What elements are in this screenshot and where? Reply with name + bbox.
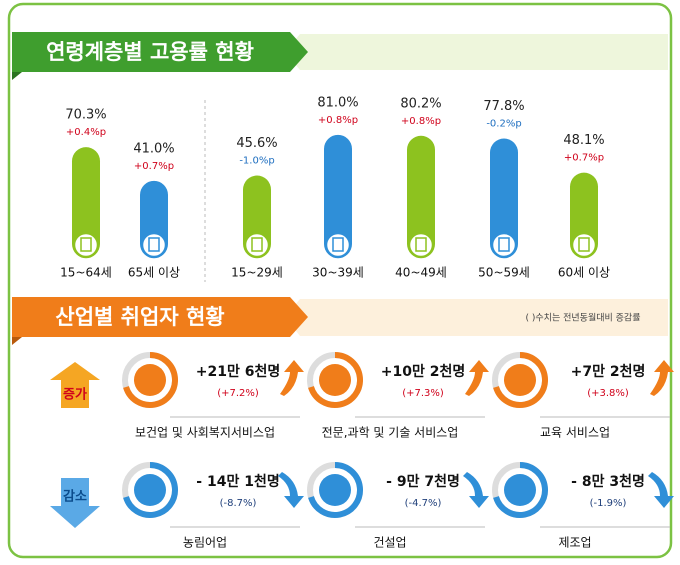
section-title: 연령계층별 고용률 현황 [46,40,254,64]
up-arrow [50,362,100,408]
trend-arrow [463,472,489,508]
change-label: +0.7%p [564,153,604,164]
bar-icon-doc [415,237,427,252]
change-label: -1.0%p [239,156,274,167]
bar-icon-doc [578,237,590,252]
change: - 8만 3천명 [571,473,645,490]
change: +7만 2천명 [571,363,646,380]
change: +21만 6천명 [196,363,280,380]
rate: (-4.7%) [405,498,442,509]
category-label: 40~49세 [395,266,447,280]
bar-icon-doc [251,237,263,252]
category-label: 15~29세 [231,266,283,280]
bar-icon-doc [148,237,160,252]
icon [319,364,351,396]
bar-icon [243,231,271,259]
bar-icon-doc [498,237,510,252]
rate: (-1.9%) [590,498,627,509]
bar [407,135,435,258]
industry-name: 제조업 [558,536,591,550]
banner-band [285,34,668,70]
bar-icon [407,231,435,259]
change: +10만 2천명 [381,363,465,380]
bar-icon [140,231,168,259]
change-label: +0.8%p [401,116,441,127]
bar-icon [570,231,598,259]
bar-icon-doc [80,237,92,252]
category-label: 65세 이상 [128,266,180,280]
banner-band [285,299,668,336]
banner [12,297,308,337]
category-label: 30~39세 [312,266,364,280]
change-label: +0.8%p [318,115,358,126]
trend-arrow [648,472,674,508]
trend-arrow [280,360,304,396]
bar-icon [490,231,518,259]
bar-icon-doc [332,237,344,252]
bar [490,138,518,258]
icon [319,474,351,506]
row-label: 증가 [63,388,87,403]
value-label: 81.0% [317,95,358,110]
industry-name: 교육 서비스업 [540,426,610,440]
change-label: +0.7%p [134,161,174,172]
row-label: 감소 [63,490,87,505]
category-label: 60세 이상 [558,266,610,280]
industry-name: 농림어업 [183,536,227,550]
value-label: 77.8% [483,99,524,114]
note: ( )수치는 전년동월대비 증감률 [526,312,641,324]
rate: (+7.2%) [217,388,259,399]
section-title: 산업별 취업자 현황 [55,305,224,329]
banner [12,32,308,72]
bar [72,147,100,258]
value-label: 41.0% [133,141,174,156]
rate: (+7.3%) [402,388,444,399]
trend-arrow [650,360,674,396]
change: - 9만 7천명 [386,473,460,490]
bar [324,134,352,258]
rate: (+3.8%) [587,388,629,399]
icon [504,474,536,506]
icon-arc [308,462,363,518]
trend-arrow [278,472,304,508]
icon-arc [308,352,363,408]
value-label: 70.3% [65,108,106,123]
down-arrow [50,478,100,528]
rate: (-8.7%) [220,498,257,509]
change: - 14만 1천명 [196,473,279,490]
banner-fold [12,72,22,80]
value-label: 80.2% [400,96,441,111]
icon-arc [123,352,178,408]
industry-name: 보건업 및 사회복지서비스업 [135,426,275,440]
change-label: -0.2%p [486,119,521,130]
value-label: 45.6% [236,136,277,151]
category-label: 50~59세 [478,266,530,280]
change-label: +0.4%p [66,127,106,138]
industry-name: 건설업 [373,536,406,550]
icon-arc [493,462,548,518]
icon-arc [493,352,548,408]
icon [134,474,166,506]
trend-arrow [465,360,489,396]
category-label: 15~64세 [60,266,112,280]
bar-icon [72,231,100,259]
value-label: 48.1% [563,133,604,148]
icon-arc [123,462,178,518]
industry-name: 전문,과학 및 기술 서비스업 [322,426,459,440]
bar-icon [324,231,352,259]
banner-fold [12,337,22,345]
icon [504,364,536,396]
icon [134,364,166,396]
